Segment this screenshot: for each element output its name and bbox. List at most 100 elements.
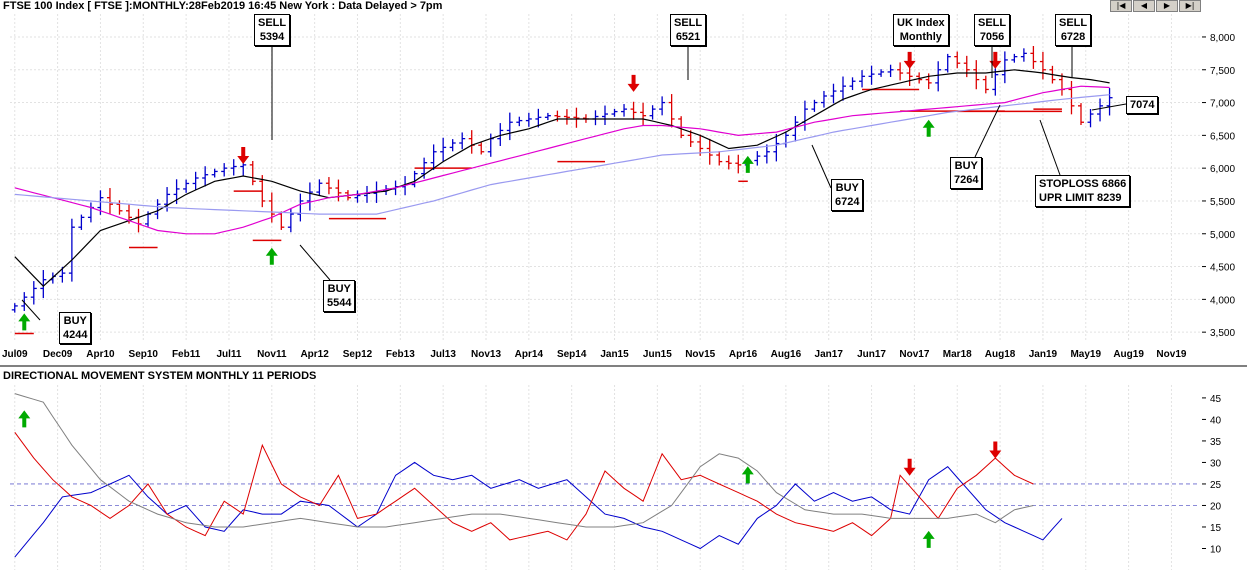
sell-arrow (627, 74, 640, 92)
annotation-value: UPR LIMIT 8239 (1039, 192, 1122, 204)
first-page-button[interactable]: |◀ (1110, 0, 1132, 12)
buy-arrow (922, 119, 935, 137)
price-bar (106, 188, 113, 214)
time-tick-label: Feb13 (386, 349, 415, 360)
time-tick-label: Nov13 (471, 349, 501, 360)
time-tick-label: Nov15 (685, 349, 715, 360)
minus-di-line (14, 432, 1034, 541)
time-tick-label: Jul11 (216, 349, 241, 360)
price-tick-label: 6,500 (1210, 131, 1235, 142)
time-tick-label: Sep12 (343, 349, 373, 360)
price-bar (811, 99, 818, 112)
price-grid (0, 14, 1247, 367)
price-bar (687, 130, 694, 147)
price-bar (716, 151, 723, 166)
time-tick-label: Nov11 (257, 349, 287, 360)
last-page-button[interactable]: ▶| (1179, 0, 1201, 12)
annotation-label: UK Index (897, 17, 945, 29)
leader-line (299, 244, 331, 281)
price-bar (1020, 48, 1027, 62)
chart-title: FTSE 100 Index [ FTSE ]:MONTHLY:28Feb201… (3, 0, 443, 12)
price-bars (11, 46, 1113, 313)
leader-line (974, 104, 1001, 158)
price-bar (954, 51, 961, 69)
time-tick-label: Jan15 (600, 349, 629, 360)
annotation-buy-6724: BUY 6724 (831, 179, 864, 211)
price-bar (640, 102, 647, 126)
price-bar (516, 116, 523, 127)
price-bar (497, 123, 504, 146)
price-axis: 3,500 4,000 4,500 5,000 5,500 6,000 6,500 7,000… (1202, 33, 1235, 339)
price-bar (440, 137, 447, 162)
price-bar (830, 83, 837, 104)
annotation-label: SELL (1059, 17, 1088, 29)
price-bar (973, 60, 980, 90)
leader-line (811, 144, 832, 189)
annotation-last-price: 7074 (1126, 96, 1159, 114)
plus-di-line (14, 461, 1063, 558)
price-bar (211, 168, 218, 178)
adx-line (14, 393, 1034, 528)
time-tick-label: Nov19 (1156, 349, 1186, 360)
price-bar (935, 61, 942, 92)
annotation-value: 7264 (954, 174, 979, 186)
annotation-label: BUY (63, 315, 87, 327)
dms-signal-arrows (18, 410, 1002, 548)
next-page-button[interactable]: ▶ (1156, 0, 1178, 12)
buy-arrow (18, 313, 31, 331)
price-bar (364, 185, 370, 203)
time-tick-label: Apr16 (729, 349, 758, 360)
price-bar (325, 177, 332, 195)
price-bar (621, 104, 628, 117)
dms-buy-arrow (18, 410, 31, 428)
navigation-buttons: |◀ ◀ ▶ ▶| (1110, 0, 1201, 12)
dms-axis: 10 15 20 25 30 35 40 45 (1202, 394, 1222, 555)
annotation-label: SELL (674, 17, 703, 29)
time-tick-label: Jan17 (815, 349, 844, 360)
price-bar (411, 170, 418, 188)
annotation-sell-7056: SELL 7056 (974, 14, 1011, 46)
price-bar (849, 77, 856, 91)
dms-tick-label: 25 (1210, 480, 1222, 491)
price-tick-label: 5,000 (1210, 230, 1235, 241)
price-bar (1030, 46, 1037, 69)
annotation-value: 6521 (675, 31, 701, 43)
price-bar (468, 130, 475, 154)
price-tick-label: 8,000 (1210, 33, 1235, 44)
annotation-uk-index-monthly: UK Index Monthly (893, 14, 949, 46)
time-tick-label: Jan19 (1029, 349, 1058, 360)
time-tick-label: Aug16 (771, 349, 802, 360)
dms-tick-label: 10 (1210, 544, 1222, 555)
price-tick-label: 3,500 (1210, 328, 1235, 339)
price-bar (525, 112, 532, 127)
price-bar (154, 199, 161, 220)
price-bar (87, 202, 94, 223)
prev-page-button[interactable]: ◀ (1133, 0, 1155, 12)
annotation-value: 5544 (327, 297, 352, 309)
price-bar (659, 96, 666, 116)
price-bar (630, 101, 637, 120)
price-bar (982, 75, 989, 94)
time-tick-label: Sep14 (557, 349, 587, 360)
dms-buy-arrow (741, 466, 754, 484)
price-bar (840, 76, 846, 101)
price-bar (335, 179, 342, 202)
annotation-value: 5394 (259, 31, 285, 43)
ma-mid-line (14, 85, 1110, 235)
price-bar (602, 105, 608, 125)
price-bar (192, 171, 199, 190)
time-axis: Jul09 Dec09 Apr10 Sep10 Feb11 Jul11 Nov11 Apr12… (2, 349, 1187, 360)
price-bar (697, 134, 704, 156)
price-bar (11, 303, 18, 313)
price-bar (992, 68, 999, 96)
price-bar (230, 159, 237, 176)
ma-long-line (14, 94, 1110, 215)
price-bar (1106, 88, 1113, 116)
ma-short-line (14, 69, 1110, 288)
price-bar (792, 116, 799, 142)
buy-arrow (741, 155, 754, 173)
time-tick-label: Aug18 (985, 349, 1016, 360)
price-tick-label: 4,000 (1210, 295, 1235, 306)
sell-arrow (903, 51, 916, 69)
